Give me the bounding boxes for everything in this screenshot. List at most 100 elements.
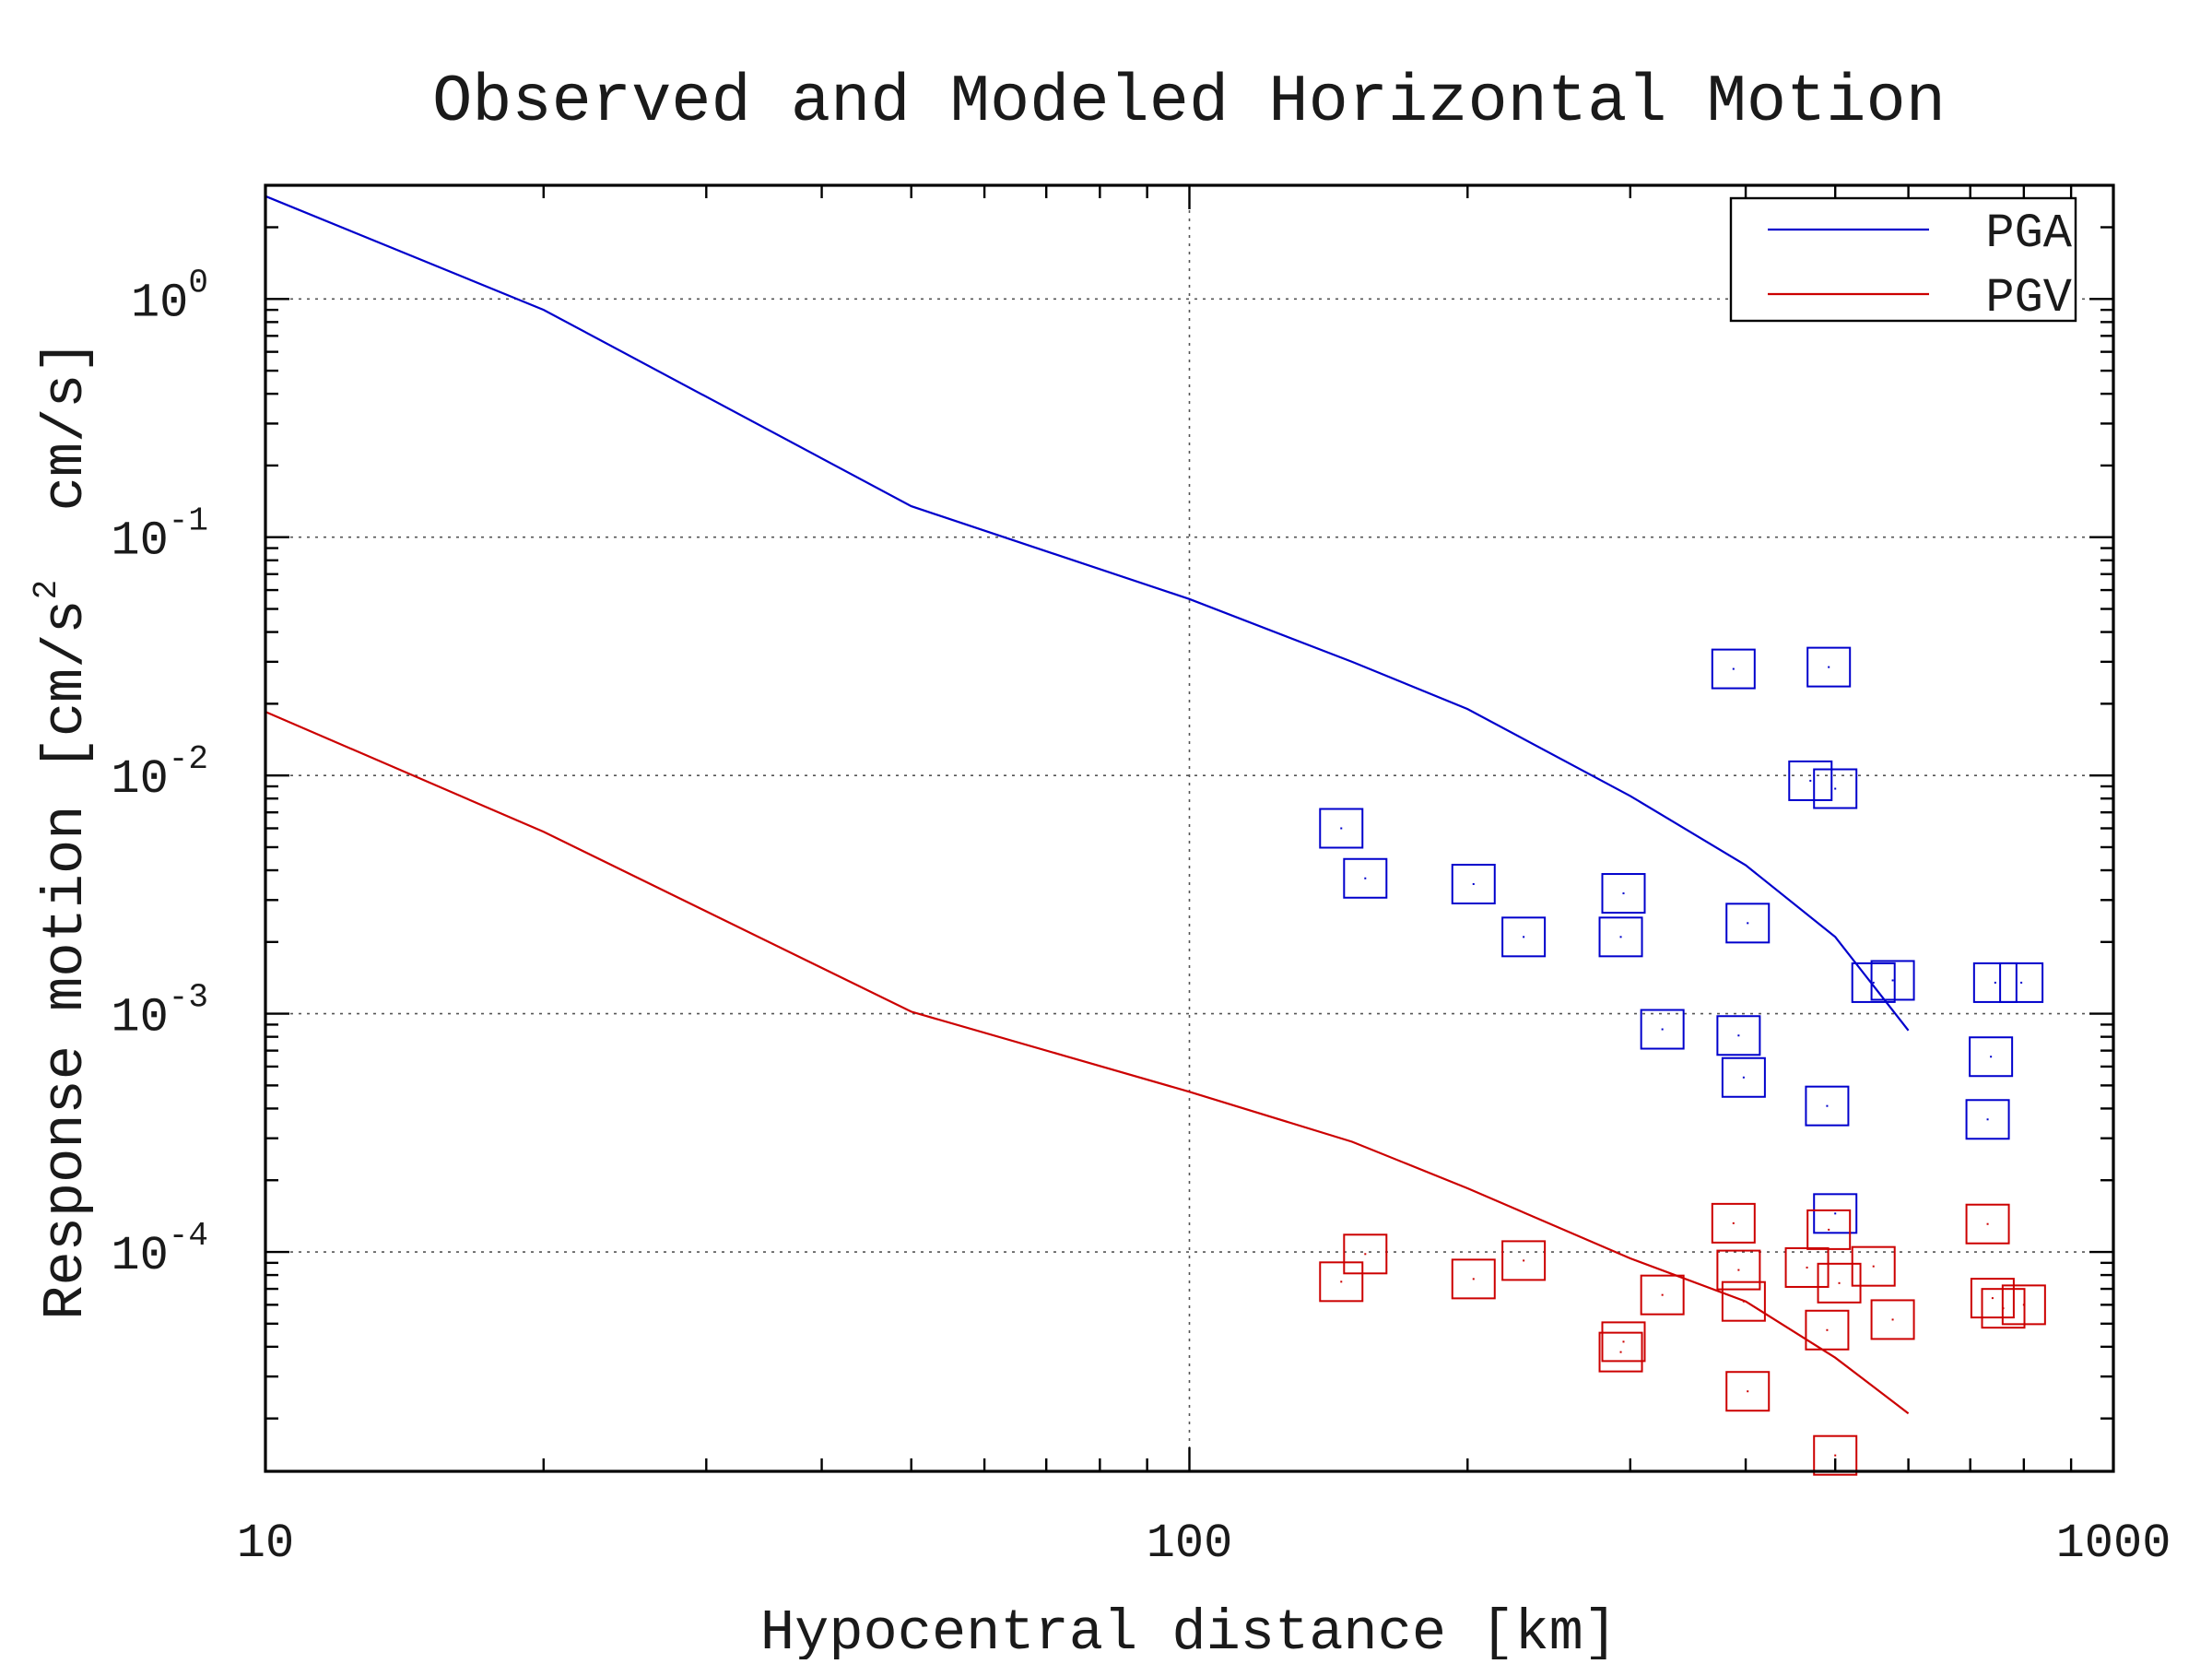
data-point-dot xyxy=(1891,979,1894,982)
y-axis-label-main: Response motion [cm/s xyxy=(33,599,99,1319)
data-point-dot xyxy=(1986,1118,1989,1121)
data-point-marker xyxy=(1788,760,1833,801)
data-point-marker xyxy=(1813,1193,1858,1234)
data-point-dot xyxy=(1828,666,1830,668)
data-point-marker xyxy=(1343,857,1388,899)
data-point-dot xyxy=(1523,936,1525,938)
data-point-marker xyxy=(1813,1434,1858,1476)
series-layer xyxy=(265,195,2046,1476)
legend: PGA PGV xyxy=(1729,196,2077,325)
data-point-dot xyxy=(1742,1076,1745,1079)
y-axis-label-sup: 2 xyxy=(28,580,65,600)
data-point-dot xyxy=(1872,1265,1875,1268)
data-point-marker xyxy=(1601,873,1646,915)
data-point-dot xyxy=(1806,1266,1808,1269)
data-point-marker xyxy=(1501,1240,1547,1281)
legend-label-pgv: PGV xyxy=(1985,271,2072,325)
data-point-marker xyxy=(1725,1371,1771,1412)
data-point-dot xyxy=(1732,1221,1735,1224)
data-point-marker xyxy=(1851,962,1896,1003)
series-line-pga xyxy=(265,195,1910,1032)
data-point-marker xyxy=(1319,808,1364,849)
data-point-dot xyxy=(1828,1228,1830,1231)
y-tick-label: 10-2 xyxy=(111,740,208,807)
data-point-marker xyxy=(1640,1274,1685,1316)
legend-label-pga: PGA xyxy=(1985,207,2072,261)
data-point-marker xyxy=(1813,768,1858,809)
data-point-marker xyxy=(1343,1233,1388,1275)
data-point-marker xyxy=(1969,1036,2014,1078)
data-point-dot xyxy=(1661,1293,1664,1296)
x-tick-label: 1000 xyxy=(2056,1516,2171,1571)
tick-layer: 10 100 1000 100 10-1 10-2 10-3 10-4 xyxy=(111,183,2171,1571)
data-point-marker xyxy=(1817,1262,1862,1304)
data-point-marker xyxy=(1870,960,1915,1001)
data-point-marker xyxy=(1999,962,2044,1003)
data-point-dot xyxy=(1994,981,1996,984)
x-tick-label: 10 xyxy=(237,1516,294,1571)
data-point-dot xyxy=(1891,1318,1894,1321)
data-point-marker xyxy=(1870,1299,1915,1340)
data-point-marker xyxy=(1451,1258,1496,1300)
y-tick-label: 10-4 xyxy=(111,1217,208,1283)
data-point-dot xyxy=(1747,922,1749,925)
data-point-dot xyxy=(1472,1278,1475,1280)
legend-box xyxy=(1729,196,2077,323)
y-tick-label: 10-1 xyxy=(111,502,208,569)
data-point-marker xyxy=(1711,1202,1756,1244)
data-point-dot xyxy=(1619,936,1622,938)
data-point-dot xyxy=(1340,1280,1343,1283)
y-axis-label-tail: cm/s] xyxy=(33,339,99,579)
data-point-dot xyxy=(2022,1304,2025,1306)
data-point-marker xyxy=(1721,1056,1766,1098)
chart-title: Observed and Modeled Horizontal Motion xyxy=(432,65,1946,140)
data-point-marker xyxy=(1972,962,2018,1003)
grid-layer xyxy=(265,185,2113,1471)
data-point-marker xyxy=(1711,648,1756,690)
data-point-marker xyxy=(1598,916,1643,958)
data-point-dot xyxy=(1986,1222,1989,1225)
data-point-dot xyxy=(1732,667,1735,670)
y-tick-label: 10-3 xyxy=(111,979,208,1045)
data-point-dot xyxy=(1340,827,1343,830)
data-point-marker xyxy=(1716,1015,1761,1056)
data-point-marker xyxy=(1970,1278,2015,1319)
data-point-dot xyxy=(1742,1300,1745,1303)
data-point-dot xyxy=(1991,1297,1994,1300)
data-point-dot xyxy=(1834,1454,1837,1457)
data-point-dot xyxy=(1364,1253,1367,1256)
data-point-marker xyxy=(1805,1309,1850,1351)
data-point-dot xyxy=(1661,1028,1664,1031)
data-point-dot xyxy=(2020,981,2023,984)
data-point-marker xyxy=(1501,916,1547,958)
x-axis-label: Hypocentral distance [km] xyxy=(760,1600,1618,1659)
series-line-pgv xyxy=(265,711,1910,1415)
data-point-marker xyxy=(2001,1284,2046,1326)
data-point-dot xyxy=(1809,779,1812,782)
y-tick-label: 100 xyxy=(131,264,208,330)
data-point-dot xyxy=(1834,1212,1837,1215)
data-point-dot xyxy=(1622,1340,1625,1343)
data-point-marker xyxy=(1598,1331,1643,1373)
data-point-marker xyxy=(1965,1099,2010,1140)
data-point-dot xyxy=(1619,1351,1622,1353)
data-point-dot xyxy=(1472,882,1475,885)
data-point-dot xyxy=(1826,1104,1829,1107)
data-point-marker xyxy=(1806,646,1852,688)
data-point-marker xyxy=(1805,1085,1850,1127)
data-point-dot xyxy=(1622,892,1625,895)
data-point-marker xyxy=(1721,1280,1766,1322)
data-point-marker xyxy=(1601,1321,1646,1363)
data-point-dot xyxy=(1737,1269,1740,1271)
data-point-dot xyxy=(1747,1390,1749,1393)
data-point-dot xyxy=(1990,1056,1993,1058)
data-point-dot xyxy=(1364,877,1367,879)
data-point-marker xyxy=(1716,1249,1761,1291)
x-tick-label: 100 xyxy=(1147,1516,1233,1571)
data-point-dot xyxy=(1826,1328,1829,1331)
data-point-dot xyxy=(1834,787,1837,790)
data-point-marker xyxy=(1806,1209,1852,1250)
data-point-marker xyxy=(1319,1261,1364,1303)
data-point-marker xyxy=(1851,1245,1896,1287)
